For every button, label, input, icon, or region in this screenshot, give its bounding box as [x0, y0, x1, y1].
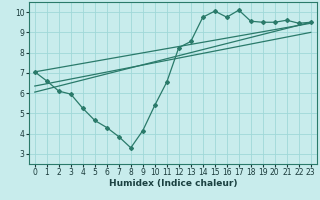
X-axis label: Humidex (Indice chaleur): Humidex (Indice chaleur) [108, 179, 237, 188]
